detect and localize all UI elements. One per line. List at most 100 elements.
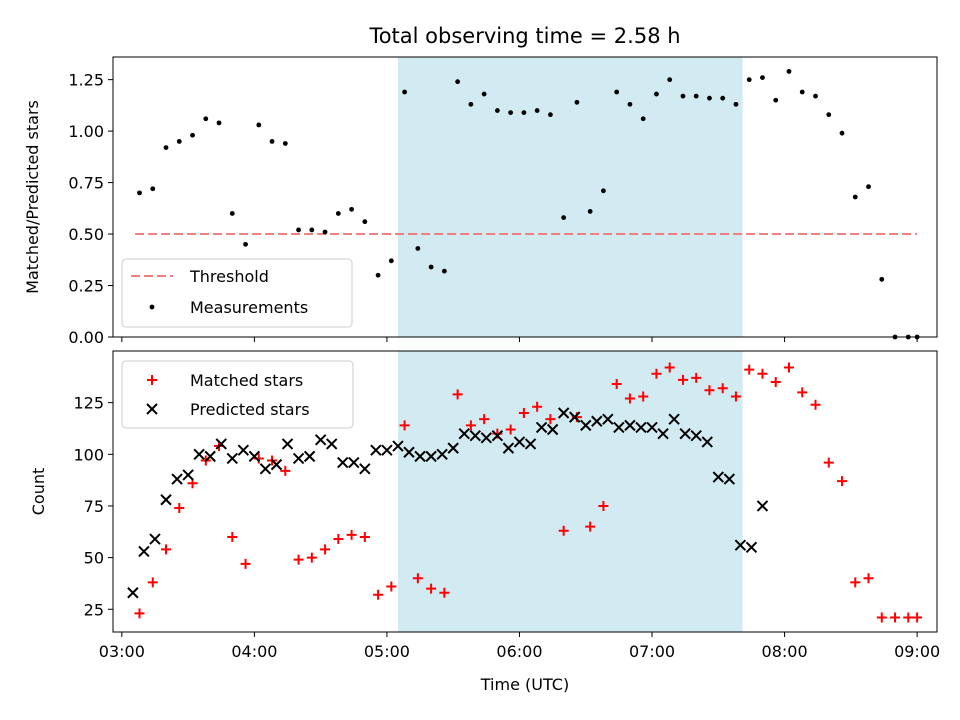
x-axis-label: Time (UTC) [480, 675, 569, 694]
predicted-stars-point [458, 427, 470, 440]
plot-frame [112, 350, 938, 633]
predicted-stars-point [535, 421, 548, 434]
matched-stars-point [532, 401, 543, 412]
matched-stars-point [386, 581, 397, 592]
matched-stars-point [704, 385, 715, 396]
measurement-point [282, 141, 288, 146]
matched-stars-point [426, 583, 437, 594]
matched-stars-point [240, 558, 251, 569]
matched-stars-point [912, 612, 923, 623]
matched-stars-point [797, 387, 808, 398]
predicted-stars-point [149, 533, 161, 545]
predicted-stars-point [436, 448, 448, 461]
matched-stars-point [677, 374, 688, 385]
matched-stars-point [757, 368, 768, 379]
measurement-point [587, 209, 593, 214]
matched-stars-point [810, 399, 821, 410]
predicted-stars-point [546, 423, 559, 436]
predicted-stars-point [160, 494, 172, 506]
matched-stars-point [598, 500, 609, 511]
predicted-stars-point [668, 413, 680, 425]
measurement-point [826, 112, 832, 118]
predicted-stars-point [303, 450, 316, 463]
measurement-point [150, 186, 156, 192]
matched-stars-point [320, 544, 331, 555]
predicted-stars-point [613, 421, 625, 434]
predicted-stars-point [580, 419, 592, 432]
x-tick-label: 09:00 [894, 642, 940, 661]
y-tick-label: 125 [73, 394, 104, 413]
plot-frame [112, 56, 938, 338]
x-tick-label: 06:00 [496, 642, 542, 661]
predicted-stars-point [381, 444, 393, 456]
x-tick-label: 03:00 [99, 642, 145, 661]
legend-measurements-swatch [149, 304, 155, 310]
legend-threshold-label: Threshold [189, 267, 269, 286]
predicted-stars-point [270, 458, 283, 471]
predicted-stars-point [557, 407, 570, 419]
y-tick-label: 50 [84, 549, 104, 568]
measurement-point [720, 95, 726, 101]
y-tick-label: 0.50 [68, 225, 104, 244]
measurement-point [455, 79, 461, 85]
measurement-point [693, 93, 699, 99]
predicted-stars-point [646, 421, 658, 434]
measurement-point [760, 75, 765, 80]
predicted-stars-point [414, 450, 426, 463]
matched-stars-point [744, 364, 755, 375]
matched-stars-point [399, 420, 410, 431]
matched-stars-point [876, 612, 887, 623]
measurement-point [574, 99, 580, 105]
top-panel: 0.00 0.25 0.50 0.75 1.00 1.25 Matched/Predicte… [23, 56, 938, 347]
matched-stars-point [717, 383, 728, 394]
matched-stars-point [465, 420, 476, 431]
measurement-point [296, 227, 301, 233]
matched-stars-point [730, 391, 741, 402]
predicted-stars-point [712, 471, 725, 483]
x-tick-label: 08:00 [762, 642, 808, 661]
y-tick-label: 0.25 [68, 277, 104, 296]
measurement-point [137, 190, 142, 196]
predicted-stars-point [359, 463, 371, 475]
measurement-point [269, 139, 275, 144]
matched-stars-point [651, 368, 662, 379]
matched-stars-point [611, 379, 622, 390]
measurement-point [614, 89, 620, 95]
matched-stars-point [479, 414, 490, 425]
measurement-point [349, 206, 354, 212]
predicted-stars-point [591, 415, 603, 427]
y-tick-label: 0.00 [68, 328, 104, 347]
measurement-point [402, 89, 408, 95]
measurement-point [216, 120, 222, 126]
measurement-point [627, 101, 633, 107]
predicted-stars-point [171, 473, 183, 485]
measurement-point [468, 101, 474, 107]
predicted-stars-point [679, 427, 691, 440]
measurement-point [335, 211, 341, 216]
measurement-point [229, 211, 235, 216]
measurement-point [176, 139, 182, 144]
x-tick-label: 05:00 [364, 642, 410, 661]
matched-stars-point [147, 577, 158, 588]
measurement-point [481, 91, 487, 97]
matched-stars-point [664, 362, 675, 373]
measurement-point [746, 77, 752, 83]
y-tick-label: 0.75 [68, 174, 104, 193]
matched-stars-point [293, 554, 304, 565]
measurement-point [508, 110, 514, 115]
measurement-point [866, 184, 871, 190]
predicted-stars-point [635, 421, 647, 434]
matched-stars-point [783, 362, 794, 373]
predicted-stars-point [248, 450, 261, 463]
predicted-stars-point [182, 469, 194, 481]
measurement-point [415, 246, 421, 251]
predicted-stars-point [348, 456, 360, 469]
matched-stars-point [638, 391, 649, 402]
predicted-stars-point [259, 463, 272, 475]
matched-stars-point [174, 503, 185, 514]
matched-stars-point [373, 589, 384, 600]
predicted-stars-point [370, 444, 382, 456]
y-tick-label: 1.25 [68, 71, 104, 90]
measurement-point [256, 122, 262, 128]
predicted-stars-point [602, 413, 614, 425]
